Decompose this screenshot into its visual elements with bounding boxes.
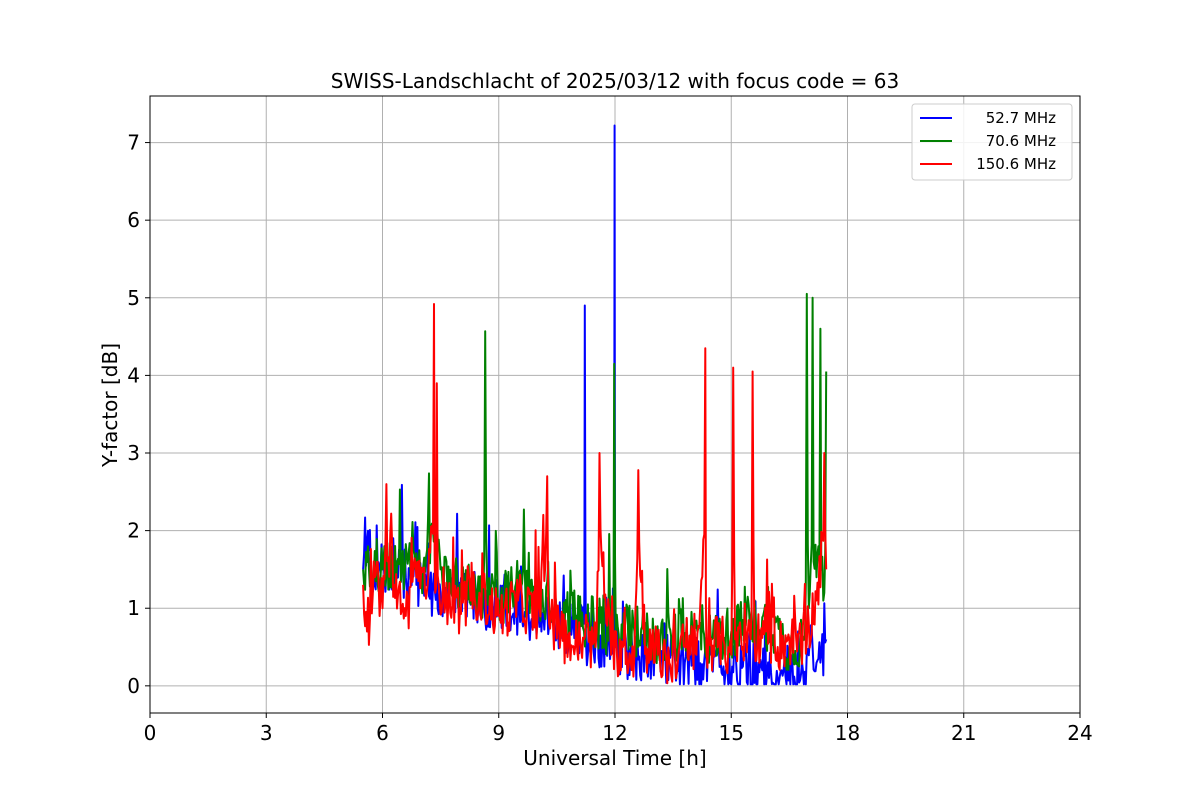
x-tick-label: 18 bbox=[835, 721, 860, 745]
x-tick-label: 21 bbox=[951, 721, 976, 745]
y-axis-label: Y-factor [dB] bbox=[98, 343, 122, 468]
legend-label: 52.7 MHz bbox=[986, 109, 1056, 127]
y-axis: 0 1 2 3 4 5 6 7 bbox=[127, 131, 150, 698]
x-tick-label: 6 bbox=[376, 721, 389, 745]
y-tick-label: 4 bbox=[127, 363, 140, 387]
y-tick-label: 5 bbox=[127, 286, 140, 310]
series-line bbox=[362, 124, 828, 686]
x-tick-label: 3 bbox=[260, 721, 273, 745]
legend: 52.7 MHz 70.6 MHz 150.6 MHz bbox=[911, 103, 1073, 181]
x-tick-label: 0 bbox=[144, 721, 157, 745]
y-tick-label: 6 bbox=[127, 208, 140, 232]
y-tick-label: 7 bbox=[127, 131, 140, 155]
x-tick-label: 12 bbox=[602, 721, 627, 745]
x-axis: 0 3 6 9 12 15 18 21 24 bbox=[144, 713, 1093, 745]
legend-label: 70.6 MHz bbox=[986, 132, 1056, 150]
y-tick-label: 1 bbox=[127, 596, 140, 620]
y-tick-label: 2 bbox=[127, 519, 140, 543]
plot-lines bbox=[362, 124, 828, 686]
chart-title: SWISS-Landschlacht of 2025/03/12 with fo… bbox=[331, 69, 899, 93]
legend-box bbox=[911, 103, 1073, 181]
series-line bbox=[362, 303, 828, 685]
x-tick-label: 9 bbox=[492, 721, 505, 745]
x-axis-label: Universal Time [h] bbox=[523, 746, 706, 770]
x-tick-label: 24 bbox=[1067, 721, 1092, 745]
legend-label: 150.6 MHz bbox=[976, 155, 1056, 173]
y-tick-label: 3 bbox=[127, 441, 140, 465]
x-tick-label: 15 bbox=[719, 721, 744, 745]
y-tick-label: 0 bbox=[127, 674, 140, 698]
